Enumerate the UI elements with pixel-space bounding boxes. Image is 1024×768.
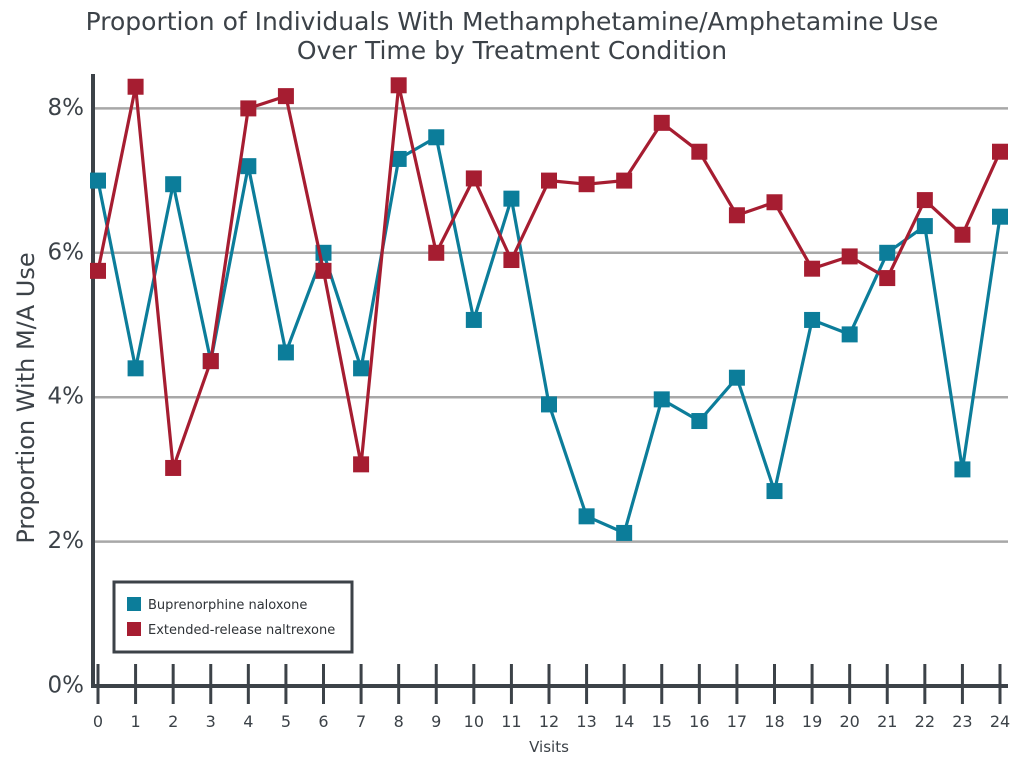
data-point-buprenorphine bbox=[541, 396, 557, 413]
data-point-buprenorphine bbox=[465, 311, 482, 328]
data-point-naltrexone bbox=[277, 88, 294, 105]
chart-title-line2: Over Time by Treatment Condition bbox=[297, 36, 727, 65]
data-point-naltrexone bbox=[728, 207, 745, 224]
x-tick-label: 12 bbox=[539, 712, 559, 731]
data-point-buprenorphine bbox=[879, 244, 896, 261]
x-tick-label: 19 bbox=[802, 712, 822, 731]
x-tick-label: 17 bbox=[727, 712, 747, 731]
x-tick-label: 1 bbox=[130, 712, 140, 731]
data-point-naltrexone bbox=[315, 262, 332, 279]
series-lines bbox=[90, 77, 1008, 541]
x-tick-label: 24 bbox=[990, 712, 1010, 731]
data-point-buprenorphine bbox=[390, 150, 407, 167]
data-point-naltrexone bbox=[954, 226, 971, 243]
legend-swatch-naltrexone bbox=[127, 622, 141, 636]
x-tick-label: 10 bbox=[464, 712, 484, 731]
data-point-naltrexone bbox=[616, 172, 633, 189]
series-naltrexone bbox=[90, 77, 1008, 476]
data-point-buprenorphine bbox=[691, 413, 708, 430]
series-line-buprenorphine bbox=[96, 135, 1002, 535]
legend-swatch-buprenorphine bbox=[127, 597, 141, 611]
chart-title-line1: Proportion of Individuals With Methamphe… bbox=[86, 7, 939, 36]
legend-box bbox=[112, 580, 354, 654]
data-point-naltrexone bbox=[428, 244, 445, 261]
x-tick-label: 22 bbox=[915, 712, 935, 731]
data-point-naltrexone bbox=[90, 262, 106, 279]
data-point-naltrexone bbox=[127, 78, 144, 95]
data-point-naltrexone bbox=[390, 77, 407, 94]
y-axis-label: Proportion With M/A Use bbox=[12, 252, 40, 543]
data-point-naltrexone bbox=[916, 192, 933, 209]
data-point-buprenorphine bbox=[992, 208, 1008, 225]
data-point-naltrexone bbox=[804, 260, 821, 277]
x-tick-label: 5 bbox=[281, 712, 291, 731]
data-point-buprenorphine bbox=[90, 172, 106, 189]
legend-label-naltrexone: Extended-release naltrexone bbox=[148, 623, 335, 638]
data-point-buprenorphine bbox=[954, 461, 971, 478]
data-point-buprenorphine bbox=[277, 344, 294, 361]
x-tick-label: 21 bbox=[877, 712, 897, 731]
data-point-buprenorphine bbox=[766, 483, 783, 500]
x-tick-label: 8 bbox=[394, 712, 404, 731]
data-point-naltrexone bbox=[503, 252, 520, 269]
data-point-naltrexone bbox=[766, 194, 783, 211]
series-buprenorphine bbox=[90, 129, 1008, 541]
data-point-buprenorphine bbox=[804, 311, 821, 328]
x-axis-label: Visits bbox=[529, 738, 569, 756]
data-point-naltrexone bbox=[841, 248, 858, 265]
x-tick-label: 6 bbox=[318, 712, 328, 731]
y-tick-label: 0% bbox=[48, 673, 85, 699]
x-tick-label: 7 bbox=[356, 712, 366, 731]
data-point-naltrexone bbox=[541, 172, 557, 189]
data-point-buprenorphine bbox=[616, 524, 633, 541]
data-point-buprenorphine bbox=[728, 369, 745, 386]
x-tick-labels: 0 1 2 3 4 5 6 7 8 9 10 11 12 13 14 15 16 17 18 19 20 21 22 23 24 bbox=[93, 712, 1010, 731]
data-point-buprenorphine bbox=[841, 326, 858, 343]
x-tick-label: 3 bbox=[206, 712, 216, 731]
legend: Buprenorphine naloxone Extended-release … bbox=[112, 580, 354, 654]
y-tick-label: 2% bbox=[48, 528, 85, 554]
data-point-naltrexone bbox=[240, 100, 257, 117]
y-tick-label: 6% bbox=[48, 239, 85, 265]
data-point-naltrexone bbox=[202, 353, 219, 370]
data-point-buprenorphine bbox=[578, 508, 595, 525]
x-tick-label: 13 bbox=[576, 712, 596, 731]
data-point-buprenorphine bbox=[353, 360, 370, 377]
data-point-naltrexone bbox=[165, 459, 182, 476]
data-point-naltrexone bbox=[992, 143, 1008, 160]
x-tick-label: 15 bbox=[652, 712, 672, 731]
legend-label-buprenorphine: Buprenorphine naloxone bbox=[148, 598, 307, 613]
x-tick-label: 0 bbox=[93, 712, 103, 731]
data-point-buprenorphine bbox=[653, 391, 670, 408]
data-point-naltrexone bbox=[353, 456, 370, 473]
x-tick-label: 11 bbox=[501, 712, 521, 731]
y-tick-label: 8% bbox=[48, 95, 85, 121]
data-point-buprenorphine bbox=[240, 158, 257, 175]
x-tick-label: 20 bbox=[839, 712, 859, 731]
data-point-naltrexone bbox=[653, 114, 670, 131]
y-tick-labels: 0% 2% 4% 6% 8% bbox=[48, 95, 85, 699]
x-tick-label: 9 bbox=[431, 712, 441, 731]
data-point-naltrexone bbox=[691, 143, 708, 160]
y-tick-label: 4% bbox=[48, 384, 85, 410]
data-point-naltrexone bbox=[465, 170, 482, 187]
data-point-buprenorphine bbox=[503, 190, 520, 207]
x-tick-label: 2 bbox=[168, 712, 178, 731]
data-point-naltrexone bbox=[578, 176, 595, 193]
x-tick-label: 4 bbox=[243, 712, 253, 731]
data-point-naltrexone bbox=[879, 270, 896, 287]
x-tick-label: 18 bbox=[764, 712, 784, 731]
data-point-buprenorphine bbox=[428, 129, 445, 146]
x-tick-label: 16 bbox=[689, 712, 709, 731]
x-tick-label: 14 bbox=[614, 712, 634, 731]
data-point-buprenorphine bbox=[127, 360, 144, 377]
x-tick-label: 23 bbox=[952, 712, 972, 731]
data-point-buprenorphine bbox=[165, 176, 182, 193]
data-point-buprenorphine bbox=[916, 218, 933, 235]
